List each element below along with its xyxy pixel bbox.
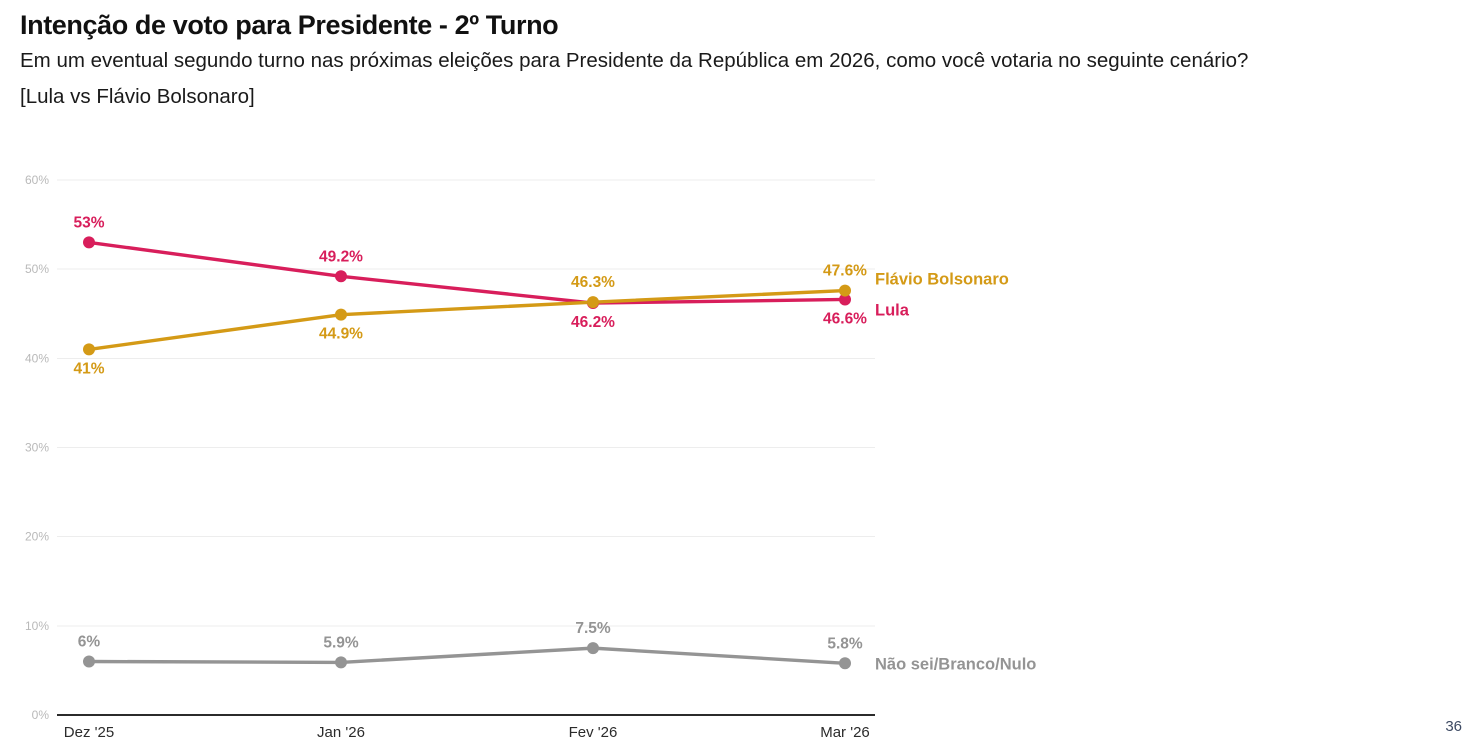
data-point[interactable] — [335, 270, 347, 283]
x-axis-tick-label: Dez '25 — [64, 724, 114, 741]
x-axis-tick-label: Jan '26 — [317, 724, 365, 741]
series-line-n-o-sei-branco-nulo — [87, 646, 847, 665]
series-legend-label: Lula — [875, 301, 910, 319]
data-point-label: 5.8% — [827, 635, 863, 652]
page-title: Intenção de voto para Presidente - 2º Tu… — [20, 10, 559, 40]
data-point[interactable] — [587, 296, 599, 309]
data-point-label: 7.5% — [575, 620, 611, 637]
data-point-label: 44.9% — [319, 326, 363, 343]
data-point[interactable] — [335, 308, 347, 321]
series-legend-label: Não sei/Branco/Nulo — [875, 655, 1036, 673]
y-axis-tick-label: 50% — [25, 262, 49, 276]
data-point-label: 46.3% — [571, 274, 615, 291]
data-point-label: 5.9% — [323, 634, 359, 651]
chart-scenario-label: [Lula vs Flávio Bolsonaro] — [20, 85, 255, 109]
y-axis-tick-label: 40% — [25, 351, 49, 365]
data-point-label: 47.6% — [823, 263, 867, 280]
page-number: 36 — [1445, 718, 1462, 735]
chart-header: Intenção de voto para Presidente - 2º Tu… — [20, 10, 1470, 111]
y-axis-tick-label: 20% — [25, 530, 49, 544]
y-axis-tick-label: 10% — [25, 619, 49, 633]
y-axis-tick-label: 60% — [25, 173, 49, 187]
data-point[interactable] — [83, 343, 95, 356]
data-point-label: 46.6% — [823, 310, 867, 327]
data-point[interactable] — [335, 656, 347, 669]
line-chart-svg: 0% 10% 20% 30% 40% 50% 60% Dez '25 Jan '26 Fev '2… — [25, 173, 1036, 741]
chart-plot-area: 0% 10% 20% 30% 40% 50% 60% Dez '25 Jan '26 Fev '2… — [0, 160, 1484, 753]
data-point-label: 49.2% — [319, 248, 363, 265]
chart-subtitle: Em um eventual segundo turno nas próxima… — [20, 49, 1249, 73]
y-axis-tick-label: 0% — [32, 708, 50, 722]
data-point-label: 46.2% — [571, 314, 615, 331]
data-point[interactable] — [587, 642, 599, 655]
data-point[interactable] — [83, 655, 95, 668]
data-point[interactable] — [839, 657, 851, 670]
data-point-label: 41% — [73, 360, 104, 377]
series-legend-label: Flávio Bolsonaro — [875, 271, 1009, 289]
data-point-label: 6% — [78, 634, 101, 651]
data-point[interactable] — [83, 236, 95, 249]
x-axis-tick-label: Fev '26 — [569, 724, 618, 741]
x-axis-tick-label: Mar '26 — [820, 724, 870, 741]
series-line-fl-vio-bolsonaro — [87, 288, 847, 352]
data-point[interactable] — [839, 293, 851, 306]
series-line-lula — [87, 240, 847, 305]
data-point[interactable] — [839, 284, 851, 297]
y-axis-tick-label: 30% — [25, 441, 49, 455]
data-point-label: 53% — [73, 214, 104, 231]
